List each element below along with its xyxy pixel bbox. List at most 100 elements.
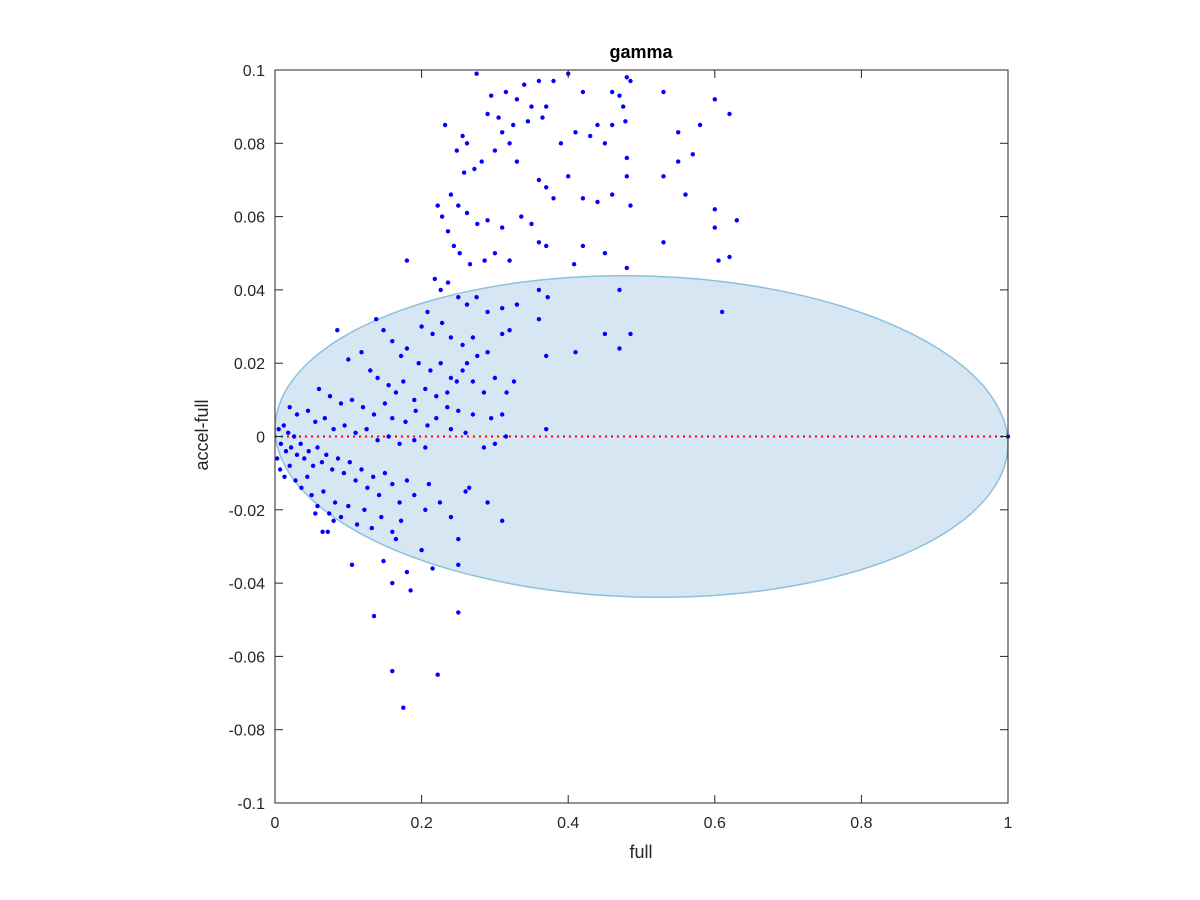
data-point: [346, 503, 351, 509]
data-point: [325, 529, 330, 534]
data-point: [595, 122, 600, 128]
data-point: [558, 141, 564, 146]
data-point: [602, 141, 608, 146]
data-point: [434, 416, 439, 421]
x-tick-label: 0: [271, 815, 280, 832]
data-point: [529, 221, 534, 227]
data-point: [309, 492, 314, 498]
data-point: [514, 302, 520, 307]
data-point: [346, 357, 351, 362]
y-tick-label: -0.04: [229, 576, 266, 593]
data-point: [332, 500, 338, 505]
data-point: [335, 456, 341, 461]
data-point: [492, 441, 498, 446]
data-point: [504, 390, 509, 395]
data-point: [313, 511, 318, 516]
data-point: [464, 141, 470, 146]
data-point: [456, 408, 461, 413]
data-point: [327, 511, 332, 516]
data-point: [448, 375, 454, 381]
data-point: [425, 309, 430, 315]
data-point: [386, 383, 391, 388]
data-point: [393, 390, 399, 395]
data-point: [445, 280, 451, 285]
data-point: [438, 361, 443, 366]
data-point: [727, 111, 732, 117]
data-point: [485, 350, 490, 355]
y-tick-label: 0.04: [234, 283, 265, 300]
data-point: [514, 159, 520, 164]
data-point: [374, 317, 379, 322]
data-point: [460, 342, 465, 348]
data-point: [500, 306, 505, 311]
data-point: [382, 470, 388, 476]
data-point: [529, 104, 534, 109]
data-point: [299, 485, 304, 490]
data-point: [522, 82, 527, 87]
data-point: [492, 375, 498, 381]
data-point: [448, 427, 454, 432]
data-point: [439, 320, 445, 326]
data-point: [536, 78, 542, 84]
data-point: [428, 368, 433, 373]
data-point: [275, 456, 280, 461]
data-point: [489, 93, 494, 98]
data-point: [492, 148, 498, 153]
data-point: [573, 130, 578, 135]
data-point: [470, 412, 476, 417]
data-point: [683, 192, 688, 197]
data-point: [472, 166, 477, 172]
data-point: [456, 610, 461, 615]
data-point: [412, 397, 417, 403]
data-point: [445, 405, 450, 410]
data-point: [412, 438, 417, 443]
data-point: [573, 350, 578, 355]
data-point: [286, 430, 291, 435]
data-point: [544, 427, 549, 432]
data-point: [571, 262, 577, 267]
data-point: [390, 481, 395, 487]
data-point: [734, 218, 739, 223]
y-tick-label: -0.02: [229, 503, 266, 520]
data-point: [485, 111, 490, 117]
data-point: [278, 441, 284, 446]
data-point: [519, 214, 524, 219]
data-point: [716, 258, 721, 263]
y-axis-ticks: -0.1 -0.08 -0.06 -0.04 -0.02 0 0.02 0.04 0.06 0.0…: [229, 63, 1008, 813]
data-point: [423, 445, 428, 450]
data-point: [316, 386, 322, 392]
data-point: [551, 196, 556, 201]
data-point: [580, 196, 586, 201]
data-point: [507, 328, 512, 333]
data-point: [474, 71, 479, 76]
data-point: [690, 152, 695, 157]
data-point: [349, 397, 355, 403]
data-point: [624, 174, 629, 179]
data-point: [321, 489, 326, 494]
data-point: [451, 243, 457, 249]
data-point: [412, 492, 417, 498]
data-point: [397, 441, 402, 446]
data-point: [438, 287, 443, 293]
data-point: [697, 122, 703, 128]
data-point: [404, 478, 410, 483]
data-point: [282, 474, 287, 479]
data-point: [661, 174, 666, 179]
data-point: [423, 507, 428, 512]
data-point: [401, 379, 406, 384]
data-point: [341, 470, 347, 476]
data-point: [437, 500, 443, 505]
data-point: [511, 122, 516, 128]
data-point: [536, 287, 542, 293]
data-point: [460, 133, 465, 139]
data-point: [467, 485, 472, 490]
data-point: [375, 438, 380, 443]
data-point: [507, 258, 512, 263]
data-point: [500, 518, 505, 523]
data-point: [423, 386, 428, 392]
x-tick-label: 0.2: [410, 815, 432, 832]
data-point: [507, 141, 512, 146]
data-point: [379, 514, 384, 520]
data-point: [661, 89, 666, 95]
